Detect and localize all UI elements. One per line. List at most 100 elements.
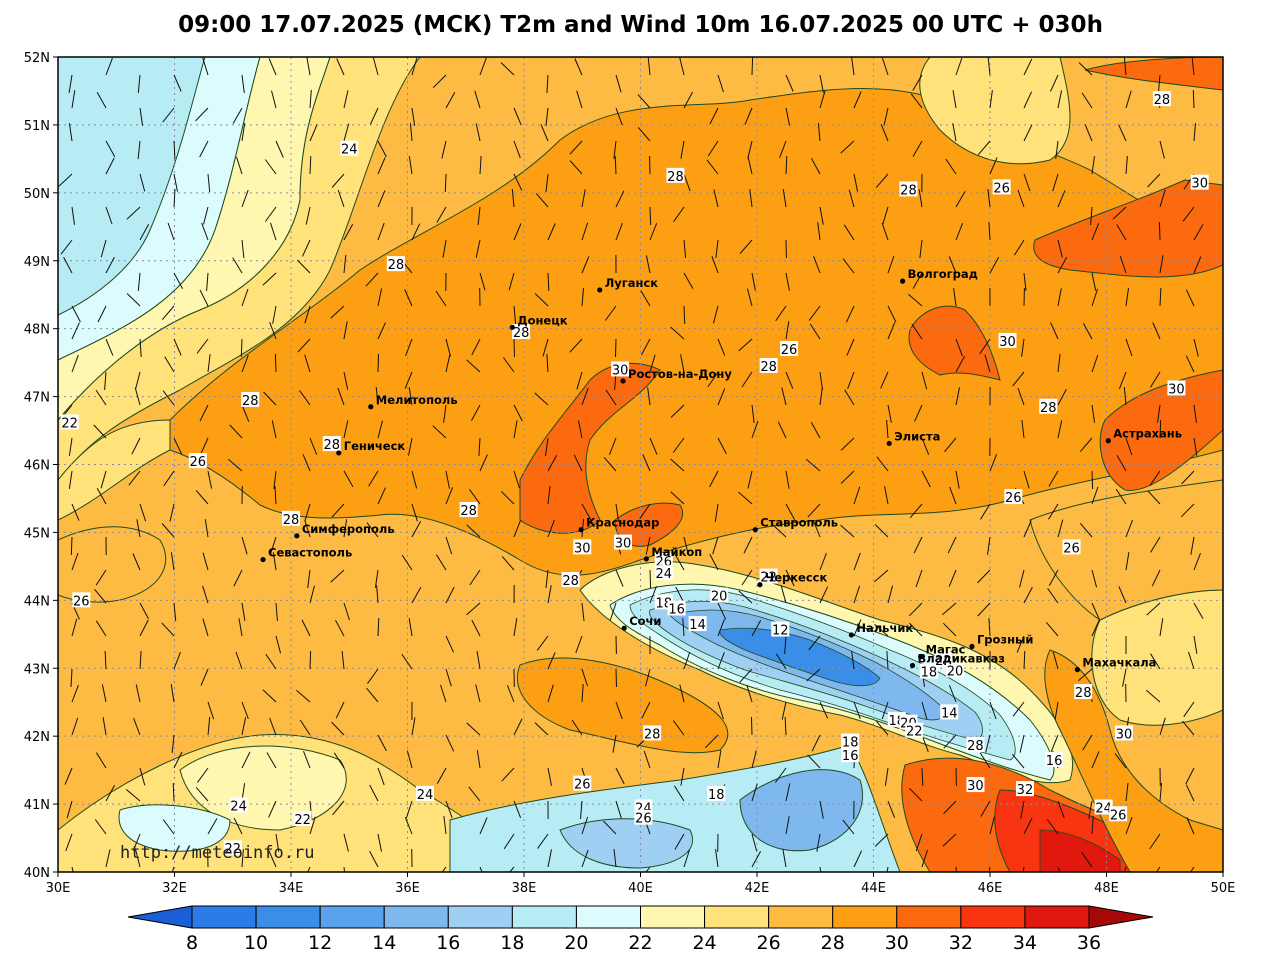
wind-barb <box>405 338 413 356</box>
wind-barb <box>173 272 184 290</box>
contour-label-bg <box>634 809 653 825</box>
wind-barb <box>1193 437 1198 456</box>
contour-label-bg <box>759 358 778 374</box>
contour-label: 28 <box>1154 93 1171 108</box>
colorbar: 8 10 12 14 16 18 20 22 24 26 28 30 32 34 36 <box>127 905 1154 954</box>
wind-barb <box>309 816 316 835</box>
wind-barb <box>989 256 1000 274</box>
city-label: Майкоп <box>651 545 702 559</box>
wind-barb <box>955 223 964 241</box>
wind-barb <box>343 420 349 439</box>
wind-barb <box>1077 668 1093 682</box>
colorbar-low-arrow <box>127 905 193 929</box>
wind-barb <box>241 239 245 258</box>
city-dot <box>909 662 916 669</box>
wind-barb <box>921 437 930 455</box>
wind-barb <box>581 503 592 520</box>
wind-barb <box>674 554 685 571</box>
city-label: Махачкала <box>1082 656 1156 670</box>
wind-barb <box>1079 437 1093 453</box>
wind-barb <box>207 717 211 736</box>
wind-barb <box>1090 206 1093 225</box>
city-dot <box>752 527 758 533</box>
wind-barb <box>265 653 277 670</box>
wind-barb <box>715 239 719 258</box>
wind-barb <box>432 74 447 89</box>
wind-barb <box>377 222 385 241</box>
contour-label: 22 <box>294 813 311 828</box>
city-label: Магас <box>926 643 966 657</box>
wind-barb <box>513 718 523 736</box>
wind-barb <box>233 817 243 835</box>
wind-barb <box>955 57 963 76</box>
wind-barb <box>1054 701 1059 720</box>
wind-barb <box>784 635 787 654</box>
wind-barb <box>445 487 454 505</box>
colorbar-segment <box>832 905 898 929</box>
wind-barb <box>785 321 790 340</box>
wind-barb <box>241 701 249 719</box>
wind-barb <box>649 569 652 589</box>
wind-barb <box>547 585 552 604</box>
contour-label: 30 <box>1191 177 1208 192</box>
wind-barb <box>977 140 991 156</box>
wind-barb <box>751 850 762 868</box>
wind-barb <box>199 289 209 307</box>
wind-barb <box>912 140 923 157</box>
wind-barb <box>886 420 889 439</box>
wind-barb <box>1193 224 1204 241</box>
contour-label-bg <box>1004 489 1023 505</box>
wind-barb <box>377 288 383 307</box>
wind-barb <box>1193 553 1201 571</box>
wind-barb <box>772 524 787 538</box>
wind-barb <box>1023 520 1032 538</box>
wind-barb <box>173 140 176 160</box>
wind-barb <box>817 123 821 142</box>
wind-barb <box>441 140 447 159</box>
wind-barb <box>744 107 753 125</box>
wind-barb <box>367 668 379 684</box>
wind-barb <box>272 305 277 324</box>
contour-label: 26 <box>781 343 798 358</box>
wind-barb <box>435 290 447 307</box>
wind-barb <box>200 437 209 455</box>
colorbar-segment <box>640 905 706 929</box>
wind-barb <box>445 800 453 819</box>
city-dot <box>848 632 854 638</box>
wind-barb <box>977 569 991 584</box>
colorbar-tick-label: 20 <box>564 932 588 954</box>
wind-barb <box>1190 536 1195 555</box>
wind-barb <box>330 569 345 583</box>
wind-barb <box>466 524 481 538</box>
wind-barb <box>853 486 861 505</box>
city-dot <box>643 556 649 562</box>
wind-barb <box>717 74 724 93</box>
wind-barb <box>377 157 386 175</box>
wind-barb <box>274 353 277 373</box>
wind-barb <box>915 833 923 852</box>
wind-barb <box>104 650 107 670</box>
wind-barb <box>204 519 209 538</box>
wind-barb <box>945 158 957 175</box>
wind-barb <box>377 140 387 158</box>
city-dot <box>597 287 603 293</box>
wind-barb <box>613 140 617 159</box>
wind-barb <box>1182 206 1195 222</box>
wind-barb <box>1157 74 1161 93</box>
wind-barb <box>989 701 997 720</box>
wind-barb <box>1192 89 1195 109</box>
wind-barb <box>743 536 753 554</box>
wind-barb <box>196 338 209 354</box>
contour-label-bg <box>654 565 673 581</box>
wind-barb <box>1125 437 1133 456</box>
contour-label: 24 <box>417 788 434 803</box>
wind-barb <box>513 305 517 324</box>
wind-barb <box>884 486 889 505</box>
contour-label: 26 <box>1063 541 1080 556</box>
wind-barb <box>331 503 345 518</box>
wind-barb <box>819 701 829 719</box>
contour-label-bg <box>771 621 790 637</box>
contour-label-bg <box>919 663 938 679</box>
colorbar-tick-label: 24 <box>692 932 716 954</box>
colorbar-segment <box>960 905 1026 929</box>
